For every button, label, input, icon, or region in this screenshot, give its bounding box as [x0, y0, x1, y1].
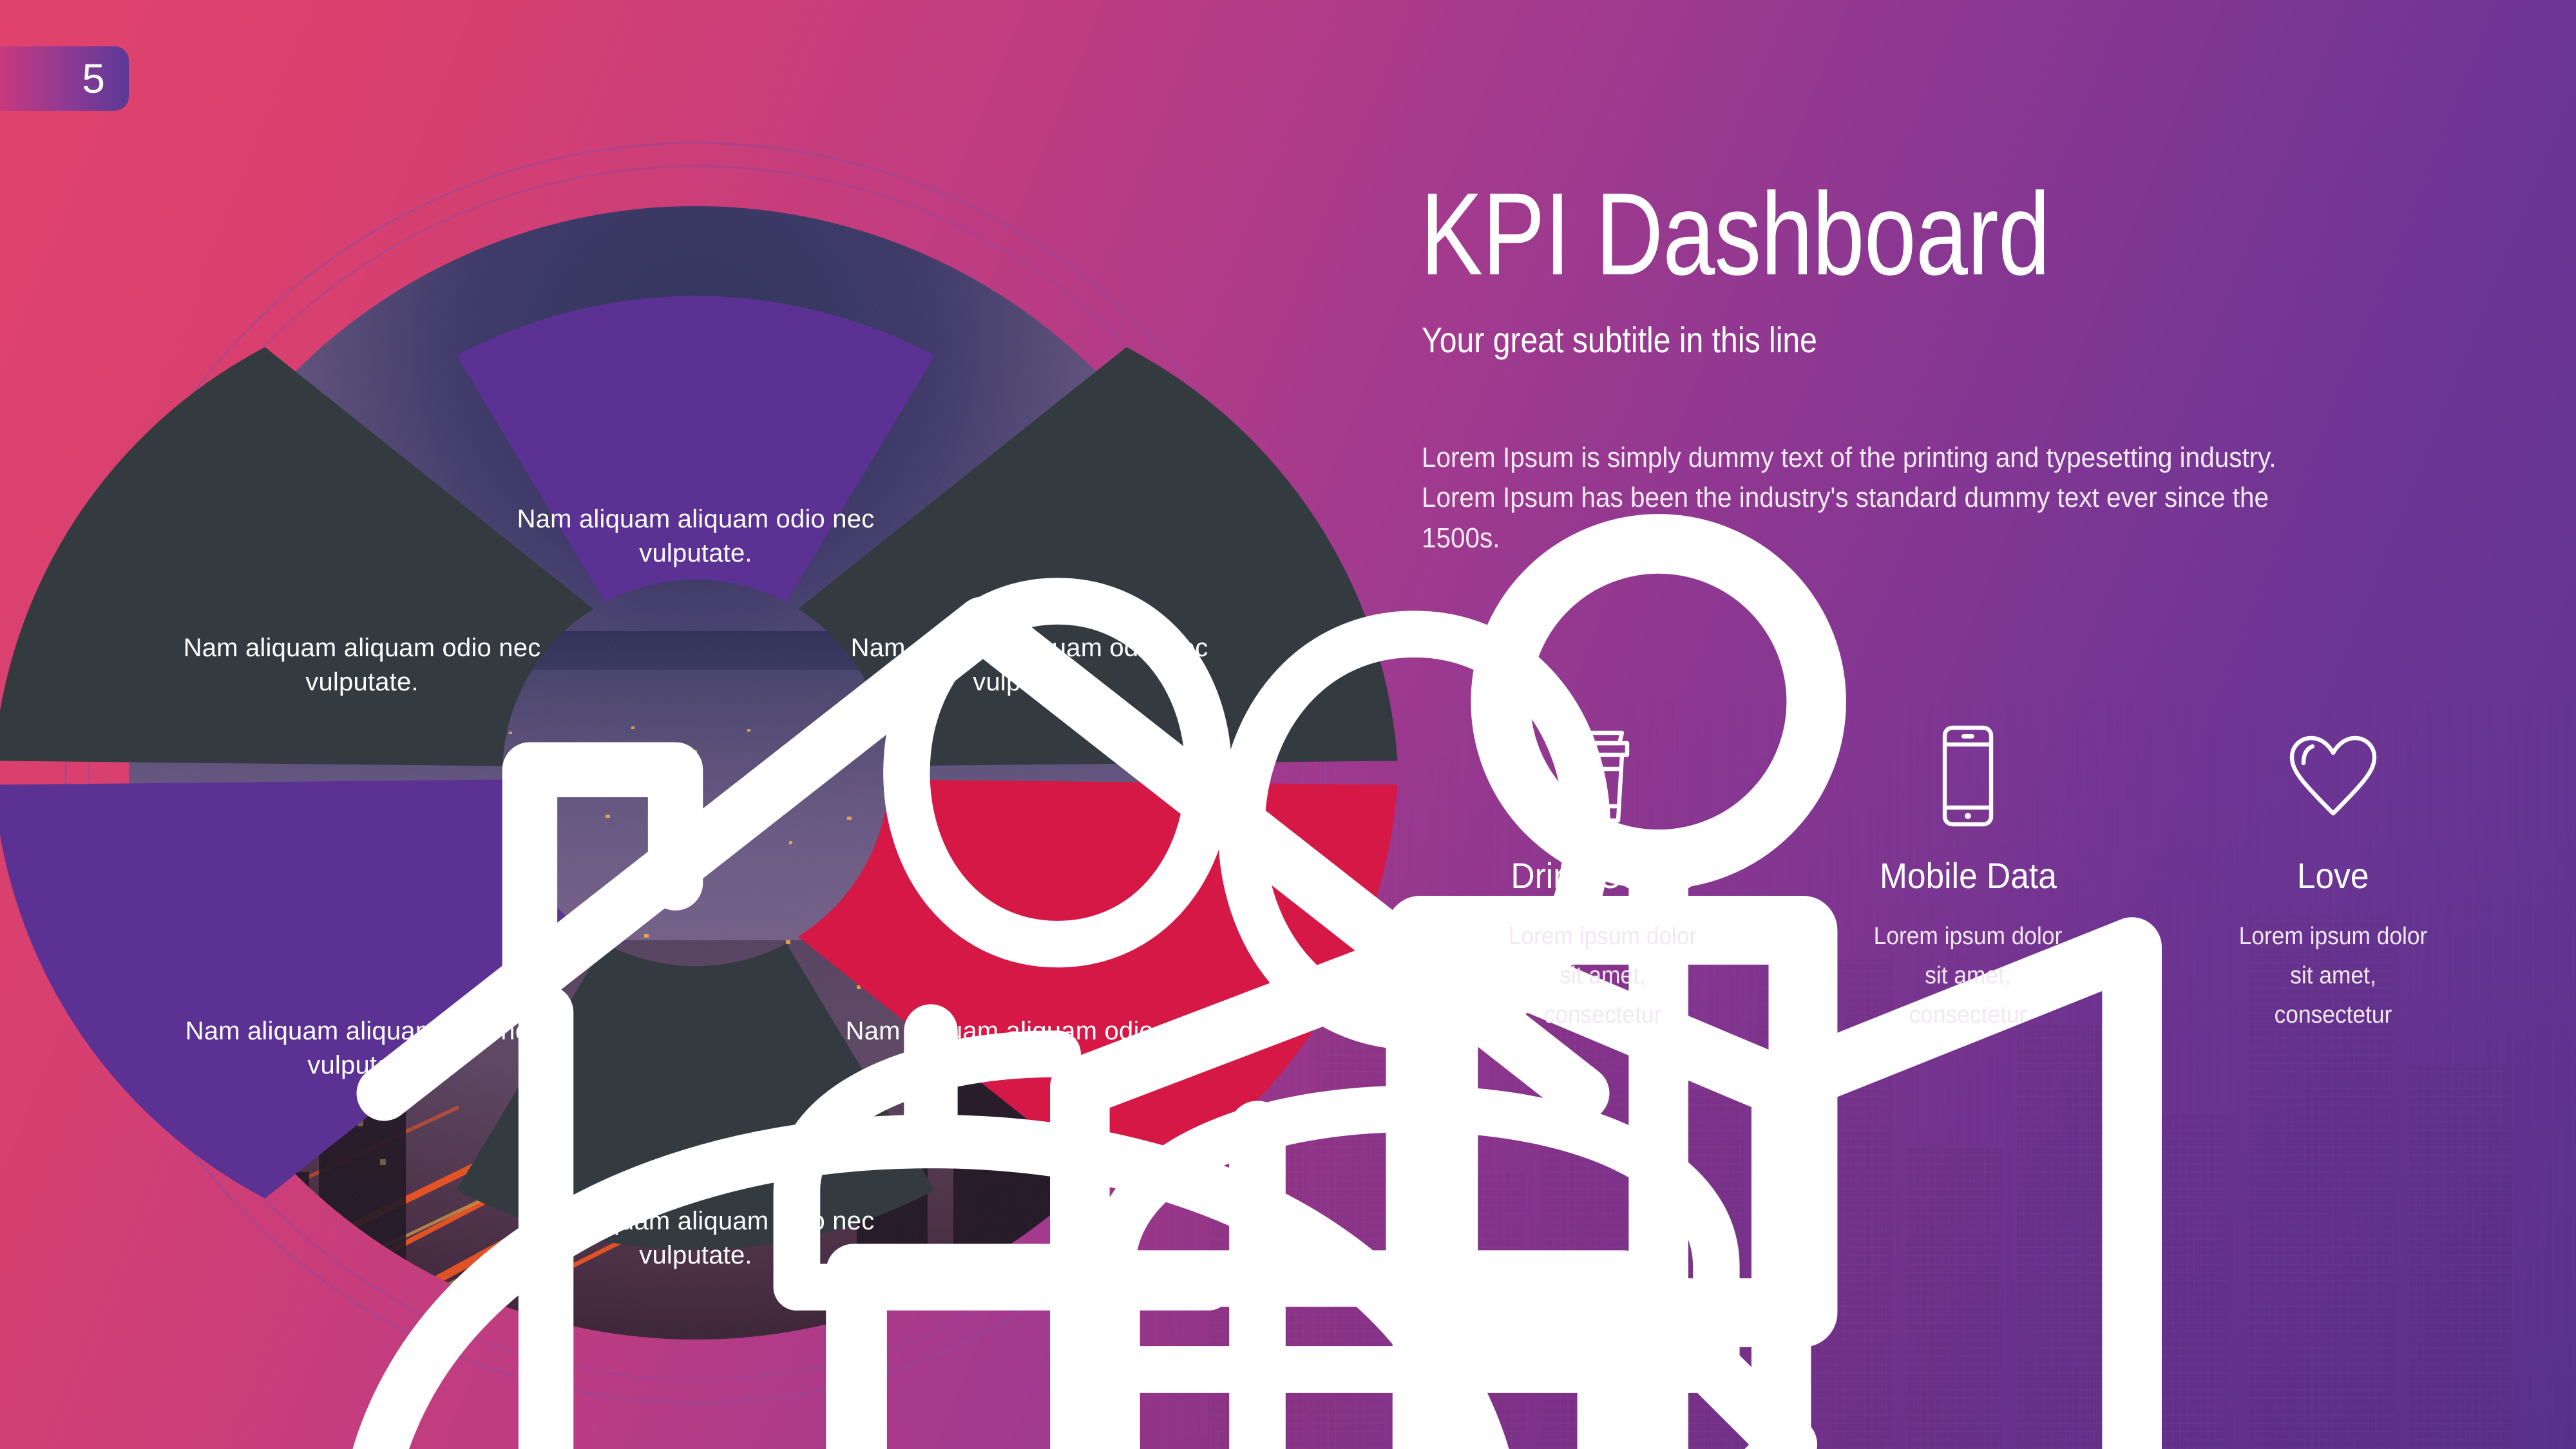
- page-title: KPI Dashboard: [1420, 168, 2050, 299]
- kpi-description: Lorem ipsum dolor sit amet, consectetur: [1508, 923, 1697, 1028]
- kpi-item-mobile-data: Mobile Data Lorem ipsum dolor sit amet, …: [1786, 721, 2151, 1034]
- kpi-title: Drink Coffee: [1511, 855, 1695, 896]
- kpi-description: Lorem ipsum dolor sit amet, consectetur: [1873, 923, 2063, 1028]
- coffee-cup-icon: [1567, 721, 1639, 831]
- page-subtitle: Your great subtitle in this line: [1422, 319, 1817, 360]
- page-number-badge: 5: [0, 46, 129, 111]
- heart-icon: [2288, 721, 2378, 831]
- kpi-list: Drink Coffee Lorem ipsum dolor sit amet,…: [1420, 721, 2515, 1034]
- mobile-phone-icon: [1942, 721, 1994, 831]
- content-column: KPI Dashboard Your great subtitle in thi…: [1420, 0, 2541, 1449]
- page-number-label: 5: [82, 55, 106, 102]
- kpi-description: Lorem ipsum dolor sit amet, consectetur: [2238, 923, 2428, 1028]
- kpi-item-drink-coffee: Drink Coffee Lorem ipsum dolor sit amet,…: [1420, 721, 1786, 1034]
- kpi-title: Love: [2296, 855, 2369, 896]
- wheel-segment-top: [456, 296, 935, 602]
- body-paragraph: Lorem Ipsum is simply dummy text of the …: [1422, 442, 2276, 554]
- segmented-wheel-diagram: Nam aliquam aliquam odio nec vulputate. …: [0, 142, 2162, 1449]
- kpi-title: Mobile Data: [1879, 855, 2057, 896]
- kpi-item-love: Love Lorem ipsum dolor sit amet, consect…: [2150, 721, 2515, 1034]
